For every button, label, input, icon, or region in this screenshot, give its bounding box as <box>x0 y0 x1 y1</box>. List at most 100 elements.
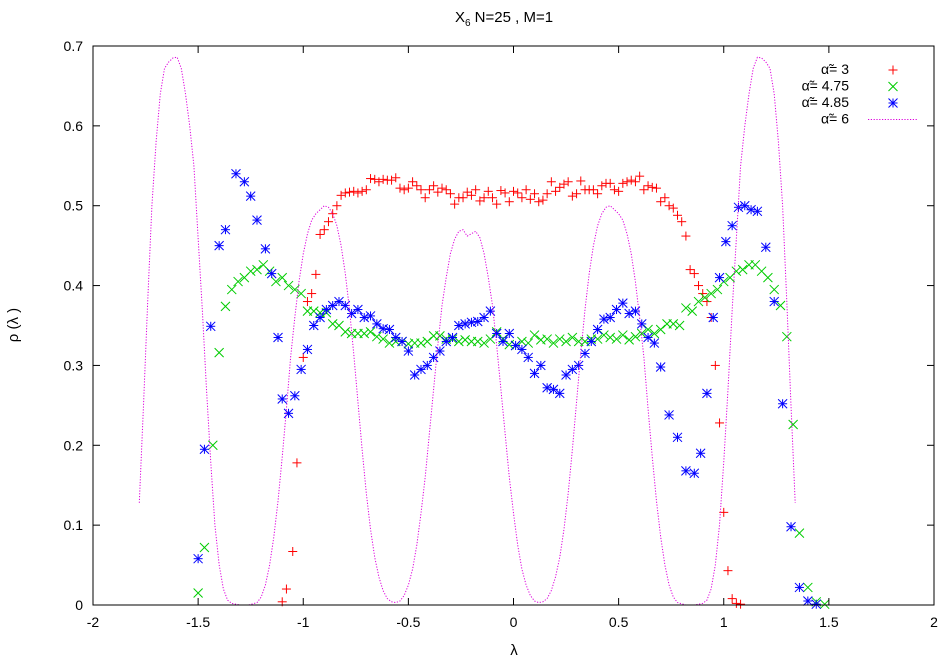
data-point <box>635 171 645 181</box>
data-point <box>327 319 338 329</box>
data-point <box>315 229 325 239</box>
legend-swatch <box>888 81 898 92</box>
data-point <box>710 360 720 370</box>
data-point <box>498 336 508 347</box>
data-point <box>466 317 477 328</box>
data-point <box>378 334 388 344</box>
data-point <box>714 272 725 283</box>
data-point <box>472 336 483 347</box>
data-point <box>802 596 813 606</box>
data-point <box>576 176 586 186</box>
data-point <box>353 188 363 198</box>
data-point <box>775 300 786 311</box>
data-point <box>491 328 502 339</box>
data-point <box>252 264 262 275</box>
series-layer <box>138 56 830 610</box>
data-point <box>794 582 805 593</box>
data-point <box>651 183 661 193</box>
data-point <box>706 288 716 299</box>
data-point <box>794 528 805 538</box>
data-point <box>802 582 813 593</box>
data-point <box>548 384 559 395</box>
data-point <box>334 296 344 307</box>
series-2 <box>193 259 830 610</box>
data-point <box>529 330 540 340</box>
data-point <box>328 209 338 219</box>
data-point <box>727 594 737 604</box>
data-point <box>447 332 458 343</box>
data-point <box>752 206 763 217</box>
data-point <box>349 186 359 196</box>
data-point <box>677 217 687 227</box>
data-point <box>193 588 203 598</box>
data-point <box>357 186 367 196</box>
data-point <box>777 398 788 409</box>
data-point <box>365 311 376 321</box>
data-point <box>510 340 521 351</box>
data-point <box>435 346 445 356</box>
data-point <box>371 319 382 329</box>
data-point <box>664 410 674 420</box>
data-point <box>535 335 546 345</box>
x-tick-label: 0.5 <box>609 614 629 630</box>
data-point <box>672 210 682 220</box>
data-point <box>416 185 426 195</box>
data-point <box>422 360 433 371</box>
data-point <box>273 332 283 343</box>
axes-layer: -2 -1.5 -1 -0.5 0 0.5 1 1.5 2 0 0.1 0.2 0.3 0.4 0.5 0.6… <box>64 38 939 630</box>
legend-swatch <box>888 65 898 75</box>
data-point <box>479 193 489 203</box>
data-point <box>239 176 250 187</box>
data-point <box>281 584 291 594</box>
data-point <box>513 188 523 198</box>
data-point <box>214 347 225 358</box>
x-axis-label: λ <box>510 642 518 659</box>
data-point <box>231 168 241 179</box>
data-point <box>500 188 510 198</box>
data-point <box>492 199 502 209</box>
data-point <box>605 332 616 343</box>
data-point <box>699 292 710 303</box>
data-point <box>422 336 433 347</box>
y-tick-label: 0.7 <box>64 38 84 54</box>
data-point <box>592 334 603 344</box>
data-point <box>252 215 262 225</box>
data-point <box>643 181 653 191</box>
data-point <box>546 177 556 187</box>
y-tick-label: 0.1 <box>64 517 84 533</box>
data-point <box>647 182 657 192</box>
data-point <box>220 224 231 235</box>
data-point <box>769 284 780 295</box>
data-point <box>630 331 641 342</box>
data-point <box>323 217 333 227</box>
data-point <box>412 181 422 191</box>
data-point <box>660 193 670 203</box>
data-point <box>292 458 302 468</box>
data-point <box>563 177 573 187</box>
series-line <box>138 56 796 606</box>
data-point <box>712 284 723 295</box>
data-point <box>332 201 342 211</box>
data-point <box>517 336 527 347</box>
data-point <box>664 201 674 211</box>
data-point <box>586 336 597 347</box>
data-point <box>689 468 700 479</box>
data-point <box>340 188 350 198</box>
y-tick-label: 0.2 <box>64 437 84 453</box>
data-point <box>668 319 679 329</box>
x-tick-label: -1 <box>297 614 310 630</box>
data-point <box>466 190 476 200</box>
data-point <box>687 306 698 316</box>
data-point <box>630 306 641 316</box>
data-point <box>387 175 397 185</box>
data-point <box>737 264 748 275</box>
data-point <box>445 189 455 199</box>
data-point <box>277 272 288 283</box>
data-point <box>763 272 773 283</box>
data-point <box>359 328 370 339</box>
data-point <box>378 174 388 184</box>
data-point <box>811 599 822 610</box>
data-point <box>471 185 481 195</box>
data-point <box>689 269 699 279</box>
data-point <box>487 193 497 203</box>
